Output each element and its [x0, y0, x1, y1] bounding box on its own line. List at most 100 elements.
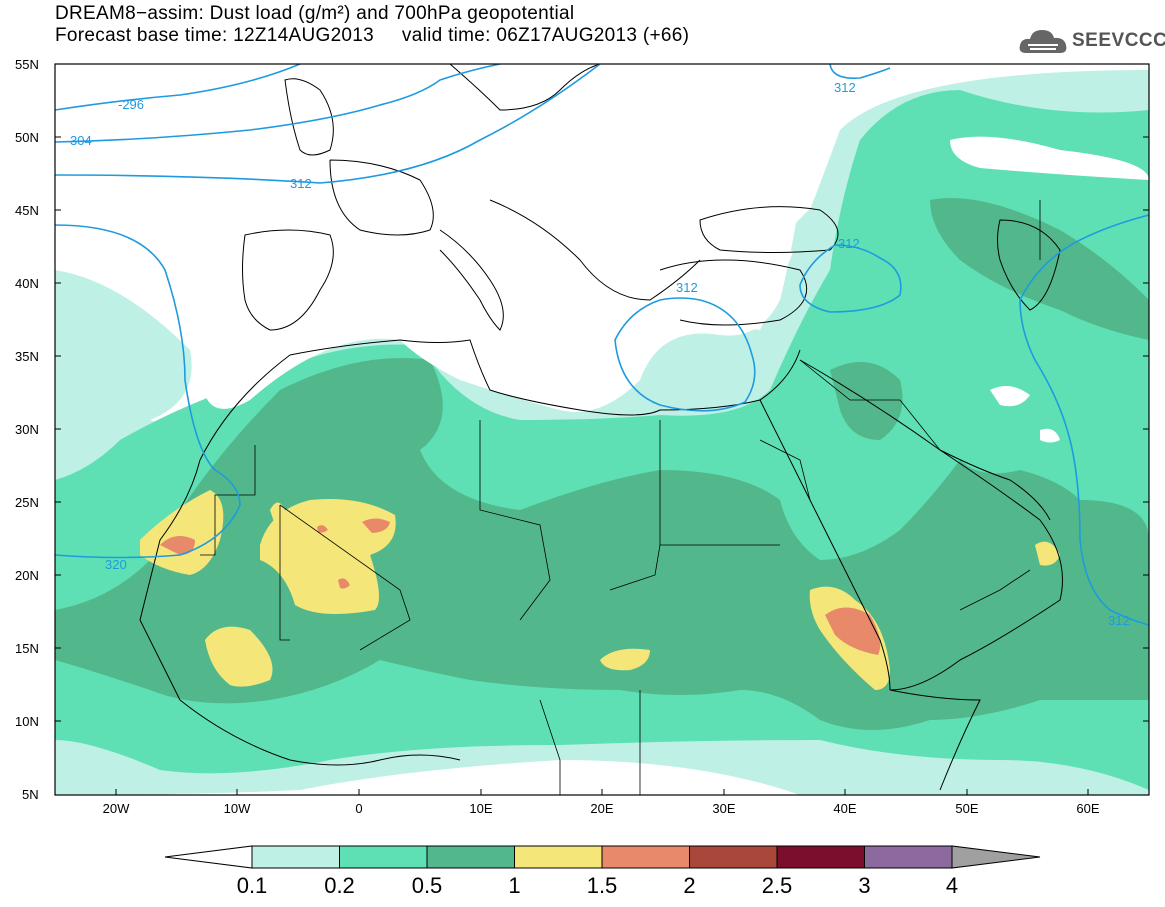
dust-yellow-5 — [600, 648, 650, 671]
lon-label: 20E — [590, 801, 613, 816]
colorbar-label: 1 — [508, 873, 520, 898]
dust-yellow-7 — [1035, 541, 1060, 566]
contour-312-east — [1019, 214, 1149, 626]
lon-label: 10E — [469, 801, 492, 816]
coast-france — [329, 159, 434, 236]
coast-uk — [284, 78, 334, 156]
lon-label: 40E — [833, 801, 856, 816]
colorbar-label: 1.5 — [587, 873, 618, 898]
lon-label: 10W — [224, 801, 251, 816]
lat-axis: 55N 50N 45N 40N 35N 30N 25N 20N 15N 10N … — [15, 57, 39, 802]
colorbar-label: 2 — [683, 873, 695, 898]
lat-label: 5N — [22, 787, 39, 802]
lon-label: 0 — [355, 801, 362, 816]
lat-label: 40N — [15, 276, 39, 291]
borders — [200, 200, 1041, 795]
coast-turkey — [659, 259, 808, 326]
lat-label: 20N — [15, 568, 39, 583]
contour-label: 312 — [834, 80, 856, 95]
colorbar-label: 3 — [858, 873, 870, 898]
lat-label: 35N — [15, 349, 39, 364]
colorbar-max-arrow — [951, 845, 1041, 869]
dust-yellow-1 — [140, 490, 224, 575]
unfilled-persia — [990, 386, 1030, 407]
colorbar-swatch — [251, 845, 340, 869]
cloud-icon — [1019, 30, 1067, 53]
seevccc-logo: SEEVCCC — [1018, 25, 1165, 59]
colorbar-label: 0.1 — [237, 873, 268, 898]
contour-label: 304 — [70, 133, 92, 148]
coast-horn — [889, 689, 981, 791]
logo-text: SEEVCCC — [1072, 30, 1165, 51]
contour-label: 312 — [1108, 613, 1130, 628]
contour-304 — [55, 64, 501, 143]
contour-label: -296 — [118, 97, 144, 112]
contour-label-group: -296 304 312 312 312 312 320 312 — [70, 80, 1130, 628]
coast-scandinavia — [449, 64, 601, 111]
contour-label: 312 — [838, 236, 860, 251]
lon-axis: 20W 10W 0 10E 20E 30E 40E 50E 60E — [103, 801, 1100, 816]
unfilled-europe — [190, 64, 810, 412]
unfilled-caspian — [1040, 428, 1060, 443]
colorbar-swatch — [601, 845, 690, 869]
colorbar-min-arrow — [164, 845, 253, 869]
geopotential-contours — [55, 64, 1149, 626]
lon-label: 50E — [955, 801, 978, 816]
colorbar — [164, 845, 1041, 869]
coast-balkans — [489, 199, 701, 301]
colorbar-label: 2.5 — [762, 873, 793, 898]
lat-label: 30N — [15, 422, 39, 437]
coastlines — [139, 64, 1063, 791]
contour-320 — [55, 224, 241, 559]
lon-label: 60E — [1076, 801, 1099, 816]
coast-italy — [439, 229, 504, 331]
contour-312-top — [829, 64, 891, 80]
dust-orange-1 — [160, 536, 195, 555]
colorbar-swatch — [514, 845, 603, 869]
contour-312-north — [55, 64, 601, 184]
lat-label: 10N — [15, 714, 39, 729]
contour-label: 312 — [290, 176, 312, 191]
colorbar-label: 0.5 — [412, 873, 443, 898]
colorbar-label: 0.2 — [324, 873, 355, 898]
coast-africa-west — [139, 459, 461, 766]
dust-orange-5 — [317, 525, 328, 533]
lon-label: 30E — [712, 801, 735, 816]
coast-persian-gulf — [939, 449, 1051, 521]
colorbar-swatch — [426, 845, 515, 869]
colorbar-swatch — [689, 845, 778, 869]
colorbar-labels: 0.1 0.2 0.5 1 1.5 2 2.5 3 4 — [237, 873, 958, 898]
dust-orange-2 — [362, 518, 390, 533]
dust-yellow-2 — [260, 499, 396, 614]
coast-caspian — [997, 219, 1061, 311]
contour-label: 320 — [105, 557, 127, 572]
lat-label: 50N — [15, 130, 39, 145]
dust-orange-3 — [825, 607, 881, 655]
contour-312-bsea — [799, 244, 902, 313]
lat-label: 45N — [15, 203, 39, 218]
dust-field — [55, 64, 1149, 795]
contour-296 — [55, 64, 301, 111]
colorbar-label: 4 — [946, 873, 958, 898]
dust-yellow-3 — [205, 626, 273, 687]
dust-band-dark-3 — [830, 362, 903, 440]
lat-label: 15N — [15, 641, 39, 656]
colorbar-swatch — [776, 845, 865, 869]
title-line-2: Forecast base time: 12Z14AUG2013 valid t… — [55, 25, 690, 46]
dust-yellow-4 — [270, 502, 285, 525]
colorbar-swatch — [864, 845, 953, 869]
contour-label: 312 — [676, 280, 698, 295]
dust-band-dark-2 — [930, 198, 1149, 340]
coast-iberia — [242, 229, 334, 331]
lat-label: 25N — [15, 495, 39, 510]
unfilled-east — [950, 136, 1149, 180]
coast-arabia — [799, 359, 1063, 691]
title-line-1: DREAM8−assim: Dust load (g/m²) and 700hP… — [55, 3, 575, 24]
colorbar-swatch — [339, 845, 428, 869]
lon-label: 20W — [103, 801, 130, 816]
dust-orange-4 — [338, 578, 350, 589]
lat-label: 55N — [15, 57, 39, 72]
coast-black-sea — [699, 206, 839, 253]
coast-africa-north — [199, 339, 801, 461]
